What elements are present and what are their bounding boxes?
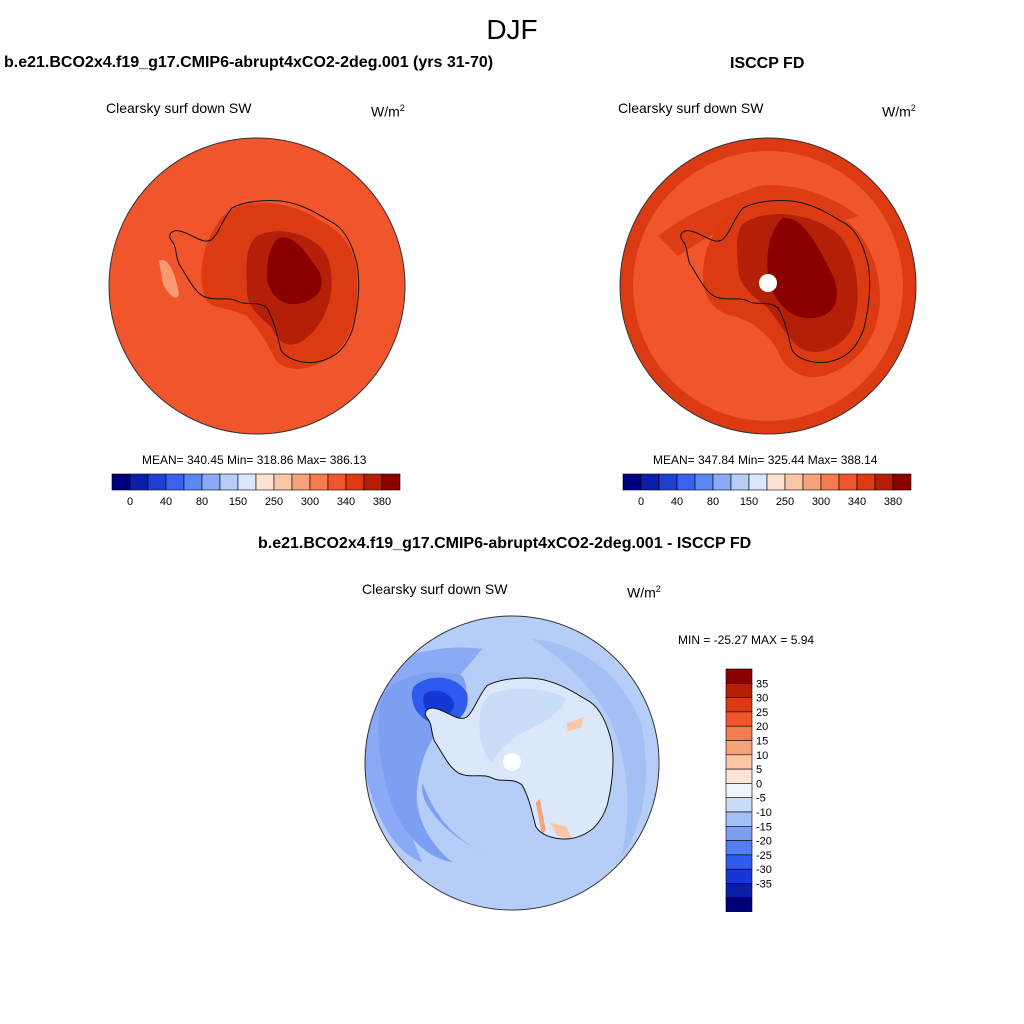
obs-colorbar-box [712,473,732,491]
model-colorbar-tick: 300 [301,496,319,508]
diff-colorbar-box [725,697,753,713]
model-colorbar-box [147,473,167,491]
obs-colorbar-tick: 0 [638,496,644,508]
model-colorbar-box [165,473,185,491]
model-colorbar-box [219,473,239,491]
model-colorbar-box [327,473,347,491]
model-colorbar-tick: 250 [265,496,283,508]
model-colorbar-tick: 380 [373,496,391,508]
diff-colorbar-tick: -35 [756,879,772,891]
obs-colorbar-box [748,473,768,491]
obs-colorbar-box [838,473,858,491]
diff-stats: MIN = -25.27 MAX = 5.94 [678,633,815,647]
model-colorbar-box [381,473,401,491]
model-colorbar-box [363,473,383,491]
model-polar-map [108,137,406,435]
obs-colorbar-box [856,473,876,491]
diff-colorbar-box [725,683,753,698]
obs-colorbar-tick: 80 [707,496,719,508]
diff-colorbar-tick: 25 [756,707,768,719]
obs-colorbar-tick: 150 [740,496,758,508]
model-panel-title: b.e21.BCO2x4.f19_g17.CMIP6-abrupt4xCO2-2… [4,54,494,71]
model-variable-label: Clearsky surf down SW [106,100,252,116]
obs-colorbar-box [730,473,750,491]
diff-colorbar-box [725,797,753,813]
diff-colorbar-box [725,711,753,727]
model-colorbar-box [183,473,203,491]
obs-colorbar-box [694,473,714,491]
model-colorbar-box [273,473,293,491]
diff-colorbar-tick: 0 [756,778,762,790]
obs-colorbar-box [892,473,912,491]
diff-colorbar-tick: -15 [756,821,772,833]
diff-colorbar-box [725,740,753,756]
obs-colorbar-tick: 300 [812,496,830,508]
diff-colorbar: 35 30 25 20 15 10 5 0 -5 -10 -15 -20 -25 -30 -35 [725,668,772,912]
diff-colorbar-tick: 35 [756,678,768,690]
model-colorbar-tick: 340 [337,496,355,508]
diff-colorbar-tick: -25 [756,850,772,862]
diff-colorbar-box [725,754,753,770]
diff-units-label: W/m2 [627,584,661,601]
diff-colorbar-box [725,768,753,784]
obs-colorbar-tick: 340 [848,496,866,508]
model-colorbar-box [291,473,311,491]
obs-colorbar-box [784,473,804,491]
diff-colorbar-box [725,826,753,841]
diff-colorbar-tick: -5 [756,793,766,805]
diff-colorbar-tick: -10 [756,807,772,819]
diff-colorbar-tick: 5 [756,764,762,776]
obs-units-label: W/m2 [882,103,916,120]
model-colorbar-tick: 40 [160,496,172,508]
diff-colorbar-tick: -30 [756,864,772,876]
obs-colorbar-box [640,473,660,491]
obs-colorbar-tick: 380 [884,496,902,508]
diff-colorbar-box [725,811,753,827]
obs-stats: MEAN= 347.84 Min= 325.44 Max= 388.14 [653,453,878,467]
obs-colorbar-tick: 40 [671,496,683,508]
model-colorbar-box [201,473,221,491]
obs-colorbar-box [874,473,894,491]
obs-variable-label: Clearsky surf down SW [618,100,764,116]
model-colorbar-box [111,473,131,491]
obs-colorbar-tick: 250 [776,496,794,508]
diff-colorbar-tick: -20 [756,836,772,848]
model-colorbar-box [129,473,149,491]
model-colorbar-box [237,473,257,491]
obs-colorbar: 0 40 80 150 250 300 340 380 [622,473,912,508]
diff-panel-title: b.e21.BCO2x4.f19_g17.CMIP6-abrupt4xCO2-2… [258,535,752,552]
model-colorbar-tick: 150 [229,496,247,508]
diff-colorbar-box [725,668,753,684]
diff-colorbar-box [725,897,753,912]
obs-colorbar-box [766,473,786,491]
model-units-label: W/m2 [371,103,405,120]
diff-colorbar-tick: 30 [756,693,768,705]
diff-colorbar-box [725,854,753,870]
obs-polar-map [619,137,917,435]
diff-colorbar-box [725,725,753,741]
diff-polar-map [364,615,660,911]
diff-colorbar-tick: 10 [756,750,768,762]
diff-variable-label: Clearsky surf down SW [362,581,508,597]
diff-colorbar-box [725,783,753,799]
obs-colorbar-box [622,473,642,491]
model-colorbar: 0 40 80 150 250 300 340 380 [111,473,401,508]
season-title: DJF [486,14,538,45]
obs-colorbar-box [802,473,822,491]
model-colorbar-box [309,473,329,491]
diff-colorbar-tick: 15 [756,736,768,748]
obs-colorbar-box [658,473,678,491]
model-colorbar-tick: 0 [127,496,133,508]
diff-colorbar-box [725,868,753,884]
diff-colorbar-box [725,883,753,899]
diff-colorbar-box [725,840,753,856]
obs-colorbar-box [820,473,840,491]
model-colorbar-tick: 80 [196,496,208,508]
model-colorbar-box [255,473,275,491]
model-colorbar-box [345,473,365,491]
obs-panel-title: ISCCP FD [730,55,805,72]
obs-colorbar-box [676,473,696,491]
diff-colorbar-tick: 20 [756,721,768,733]
model-stats: MEAN= 340.45 Min= 318.86 Max= 386.13 [142,453,367,467]
